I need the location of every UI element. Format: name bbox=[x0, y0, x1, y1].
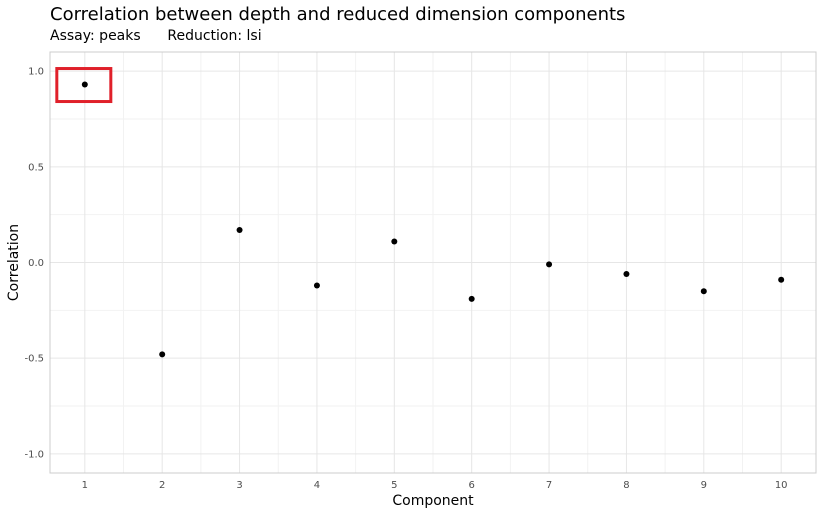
x-tick-label: 5 bbox=[391, 480, 397, 491]
x-tick-label: 4 bbox=[314, 480, 320, 491]
y-tick-label: -1.0 bbox=[24, 449, 44, 460]
data-point bbox=[313, 282, 320, 289]
x-tick-label: 8 bbox=[623, 480, 629, 491]
data-point bbox=[391, 238, 398, 245]
chart-title: Correlation between depth and reduced di… bbox=[50, 4, 626, 25]
x-tick-label: 7 bbox=[546, 480, 552, 491]
y-tick-label: 0.5 bbox=[28, 162, 44, 173]
major-gridlines bbox=[50, 52, 816, 473]
x-tick-label: 1 bbox=[82, 480, 88, 491]
chart-subtitle: Assay: peaks Reduction: lsi bbox=[50, 28, 262, 44]
data-point bbox=[700, 288, 707, 295]
data-point bbox=[81, 81, 88, 88]
data-point bbox=[546, 261, 553, 268]
data-point bbox=[778, 276, 785, 283]
data-point bbox=[468, 295, 475, 302]
data-point bbox=[236, 226, 243, 233]
highlight-box bbox=[55, 67, 113, 104]
panel-border bbox=[49, 51, 817, 474]
y-tick-labels: -1.0 -0.5 0.0 0.5 1.0 bbox=[24, 67, 44, 461]
y-tick-label: 0.0 bbox=[28, 258, 44, 269]
x-tick-label: 3 bbox=[236, 480, 242, 491]
data-point bbox=[623, 270, 630, 277]
x-axis-title: Component bbox=[392, 493, 474, 509]
x-tick-label: 9 bbox=[701, 480, 707, 491]
data-points bbox=[81, 81, 785, 358]
data-point bbox=[159, 351, 166, 358]
x-tick-label: 2 bbox=[159, 480, 165, 491]
y-tick-label: -0.5 bbox=[24, 354, 44, 365]
x-tick-label: 10 bbox=[775, 480, 788, 491]
x-tick-labels: 1 2 3 4 5 6 7 8 9 10 bbox=[82, 480, 788, 491]
y-axis-title: Correlation bbox=[6, 224, 22, 301]
y-tick-label: 1.0 bbox=[28, 67, 44, 78]
x-tick-label: 6 bbox=[468, 480, 474, 491]
